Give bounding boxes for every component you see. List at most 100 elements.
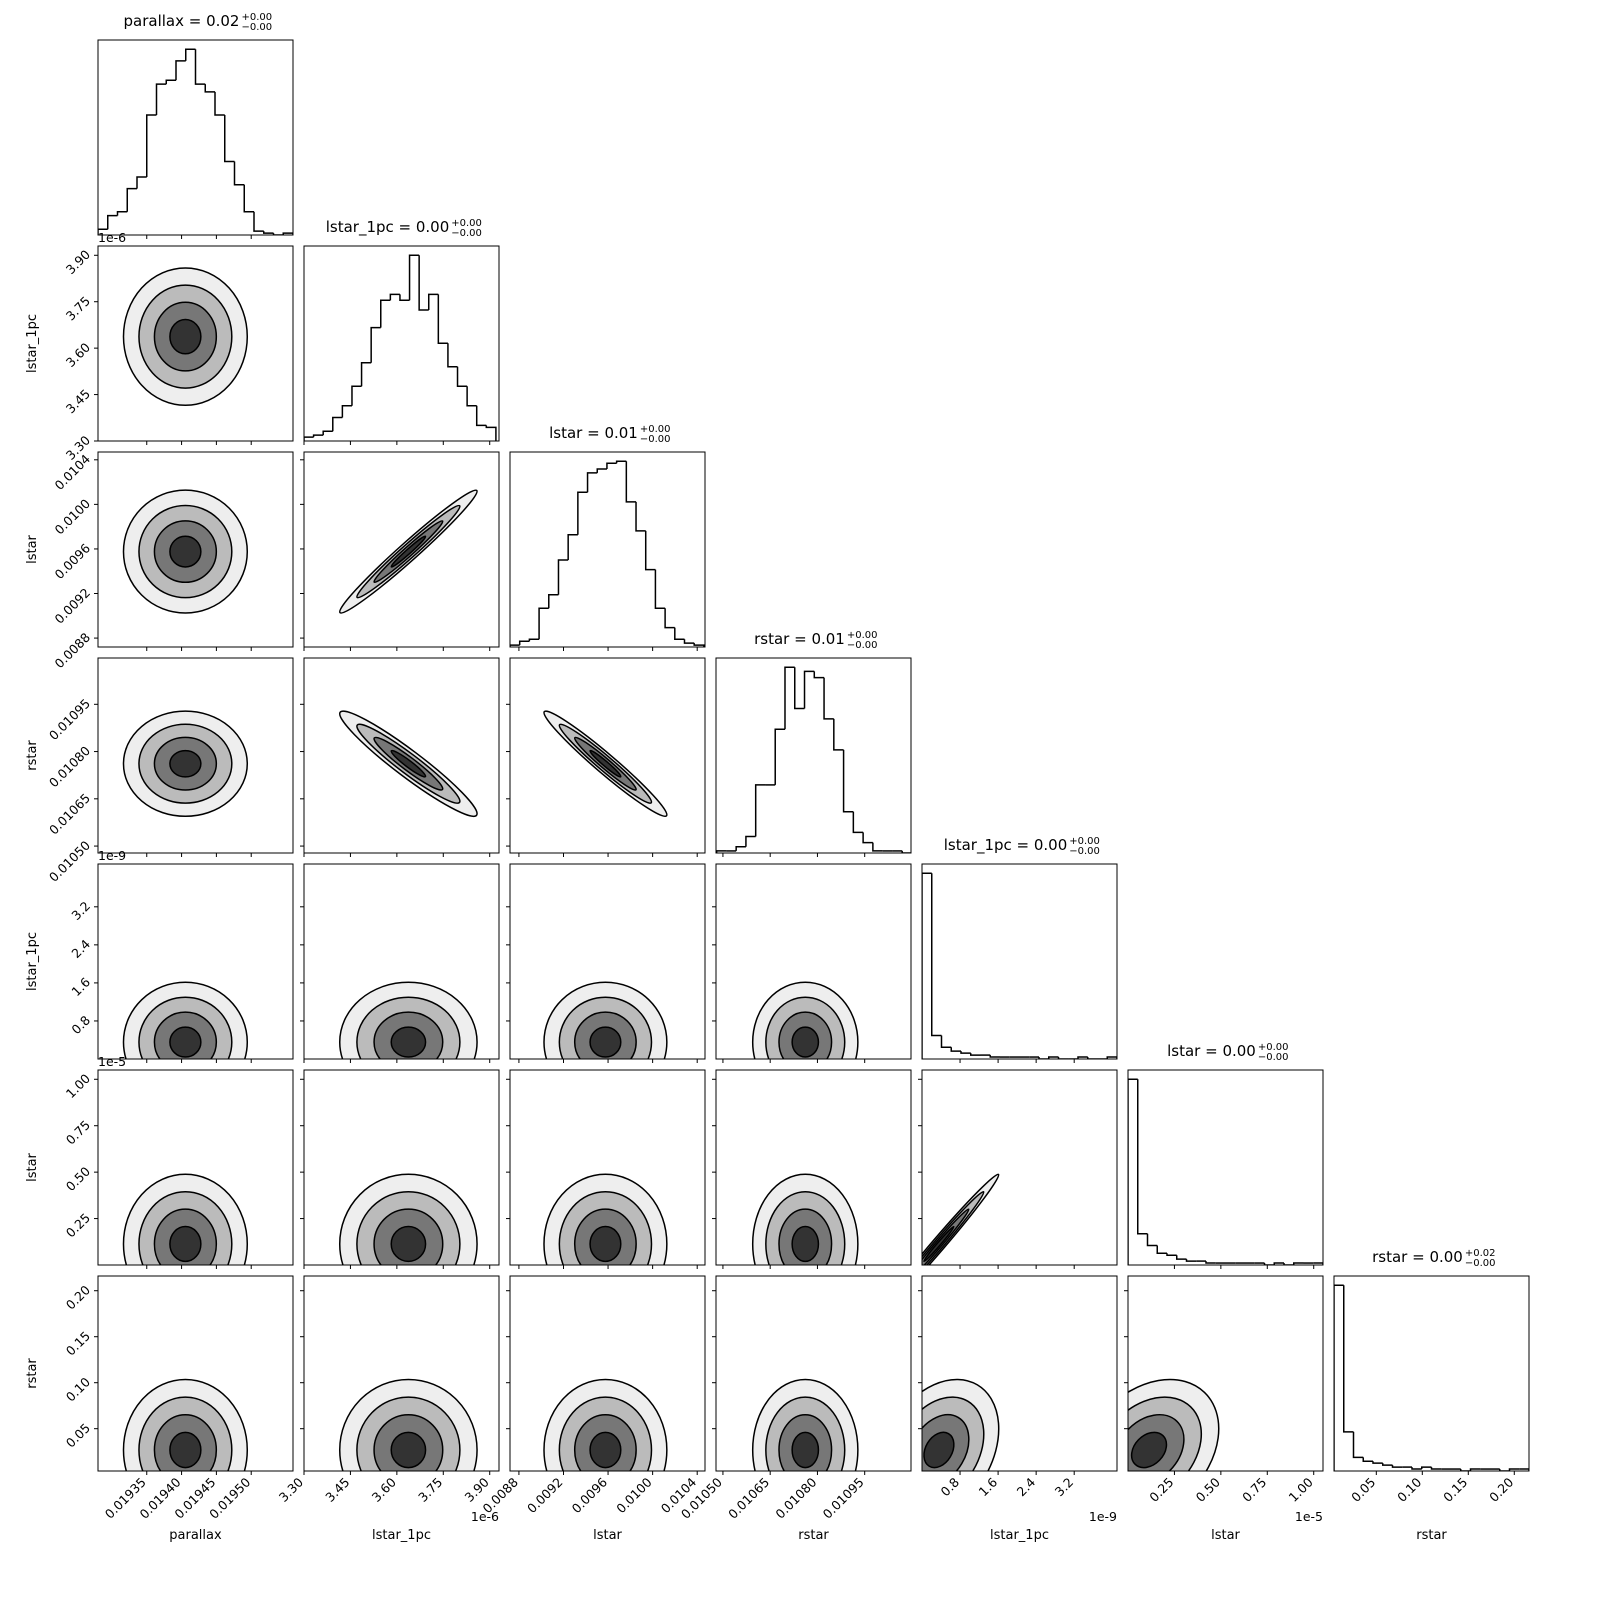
- panel-frame: [97, 245, 294, 442]
- title-lower: −0.00: [1465, 1258, 1496, 1269]
- x-tick-label: 0.15: [1440, 1475, 1470, 1505]
- histogram-bin: [989, 1055, 1000, 1058]
- histogram-bin: [370, 326, 381, 363]
- y-offset-text: 1e-9: [98, 848, 126, 863]
- y-tick-label: 0.01050: [46, 838, 93, 885]
- panel-frame: [303, 657, 500, 854]
- histogram-bin: [1038, 1057, 1049, 1059]
- panel-frame: [1127, 1275, 1324, 1472]
- histogram-bin: [774, 728, 785, 785]
- y-offset-text: 1e-6: [98, 230, 126, 245]
- x-tick-label: 0.10: [1394, 1474, 1424, 1504]
- histogram-bin: [380, 299, 391, 328]
- y-tick-label: 0.8: [68, 1012, 93, 1037]
- panel-frame: [509, 1069, 706, 1266]
- y-tick-label: 0.0092: [52, 585, 94, 627]
- histogram-bin: [803, 670, 815, 709]
- histogram-bin: [107, 214, 118, 230]
- histogram-bin: [1469, 1468, 1481, 1471]
- x-axis-label: rstar: [798, 1528, 829, 1543]
- histogram-bin: [528, 638, 540, 642]
- panel-title: rstar = 0.00: [1372, 1248, 1463, 1266]
- histogram-bin: [862, 832, 873, 844]
- histogram-bin: [1156, 1245, 1167, 1255]
- x-axis-label: rstar: [1416, 1528, 1447, 1543]
- density-contour: [589, 1026, 622, 1058]
- panel-frame: [97, 451, 294, 648]
- x-tick-label: 3.30: [276, 1474, 306, 1504]
- histogram-bin: [351, 385, 362, 406]
- y-tick-label: 0.05: [63, 1420, 93, 1450]
- x-axis-label: parallax: [169, 1528, 222, 1543]
- panel-frame: [303, 863, 500, 1060]
- histogram-bin: [155, 83, 167, 116]
- panel-title: lstar_1pc = 0.00: [944, 836, 1068, 855]
- histogram-bin: [175, 60, 186, 81]
- y-offset-text: 1e-5: [98, 1054, 126, 1069]
- y-tick-label: 0.01095: [46, 696, 93, 743]
- y-tick-label: 3.60: [63, 340, 93, 370]
- panel-frame: [921, 863, 1118, 1060]
- x-tick-label: 3.60: [369, 1474, 399, 1504]
- density-contour: [923, 1225, 955, 1263]
- x-axis-label: lstar_1pc: [990, 1528, 1049, 1543]
- panel-frame: [715, 863, 912, 1060]
- panel-content: [922, 1378, 1000, 1471]
- y-tick-label: 0.10: [63, 1374, 93, 1404]
- panel-content: [122, 710, 249, 818]
- histogram-bin: [1430, 1467, 1442, 1470]
- histogram-bin: [823, 677, 834, 720]
- panel-frame: [1333, 1275, 1530, 1472]
- panel-frame: [1127, 1069, 1324, 1266]
- histogram-bin: [475, 405, 487, 427]
- histogram-bin: [510, 644, 520, 647]
- histogram-bin: [1048, 1056, 1059, 1059]
- y-tick-label: 2.4: [68, 936, 93, 961]
- histogram-bin: [842, 749, 854, 813]
- panel-frame: [97, 1275, 294, 1472]
- density-contour: [169, 318, 202, 355]
- density-contour: [169, 749, 202, 778]
- histogram-bin: [852, 811, 864, 834]
- density-contour: [169, 1431, 202, 1469]
- histogram-bin: [360, 362, 372, 387]
- panel-content: [751, 981, 859, 1059]
- y-tick-label: 0.20: [63, 1282, 93, 1312]
- histogram-bin: [794, 667, 805, 710]
- histogram-bin: [1508, 1468, 1520, 1471]
- histogram-bin: [322, 430, 333, 436]
- histogram-bin: [1313, 1262, 1323, 1265]
- histogram-bin: [931, 873, 942, 1037]
- x-tick-label: 0.0100: [613, 1474, 655, 1516]
- histogram-bin: [1293, 1262, 1304, 1265]
- histogram-bin: [1411, 1467, 1422, 1470]
- panel-title: lstar = 0.00: [1167, 1042, 1256, 1060]
- x-axis-label: lstar: [593, 1528, 622, 1543]
- x-tick-label: 0.8: [937, 1474, 962, 1499]
- histogram-bin: [950, 1047, 961, 1052]
- histogram-bin: [408, 254, 420, 301]
- title-lower: −0.00: [640, 434, 671, 445]
- panel-frame: [715, 1275, 912, 1472]
- histogram-bin: [312, 434, 324, 438]
- panel-content: [1128, 1078, 1323, 1265]
- y-axis-label: lstar: [25, 1152, 40, 1181]
- panel-title: lstar = 0.01: [549, 424, 638, 442]
- y-axis-label: rstar: [25, 740, 40, 771]
- histogram-bin: [664, 608, 675, 629]
- histogram-bin: [332, 416, 343, 432]
- panel-content: [543, 1173, 668, 1265]
- density-contour: [390, 1026, 427, 1058]
- histogram-bin: [185, 48, 196, 61]
- panel-frame: [97, 39, 294, 236]
- panel-content: [339, 981, 478, 1059]
- density-contour: [791, 1431, 820, 1469]
- panel-content: [338, 1378, 478, 1471]
- y-tick-label: 0.25: [63, 1210, 93, 1240]
- x-tick-label: 2.4: [1014, 1474, 1039, 1499]
- histogram-bin: [833, 718, 844, 751]
- density-contour: [169, 535, 202, 568]
- y-tick-label: 3.45: [63, 386, 93, 416]
- y-tick-label: 3.75: [63, 293, 93, 323]
- panel-frame: [921, 1275, 1118, 1472]
